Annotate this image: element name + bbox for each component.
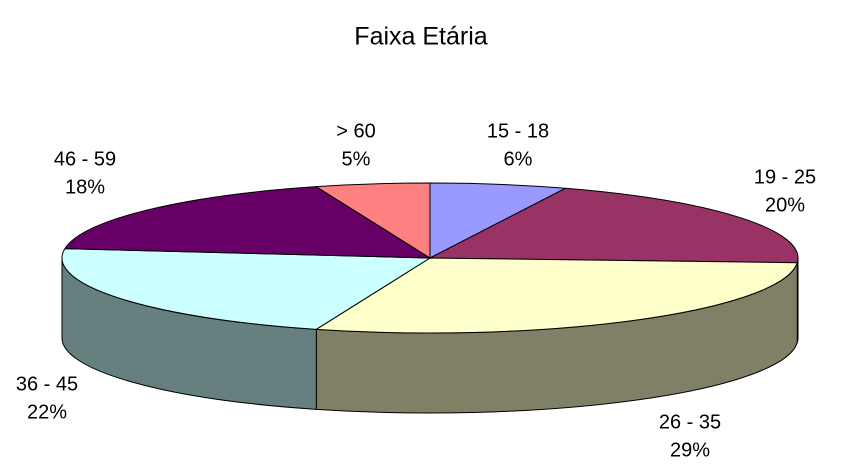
slice-label: 26 - 35 [659, 411, 721, 433]
value-label: 22% [27, 401, 67, 423]
value-label: 5% [342, 148, 371, 170]
pie-slice [429, 187, 799, 264]
pie-slice [429, 182, 566, 259]
value-label: 6% [504, 148, 533, 170]
value-label: 29% [670, 439, 710, 461]
slice-label: 36 - 45 [16, 373, 78, 395]
pie-slice [315, 182, 431, 259]
slice-label: 15 - 18 [487, 120, 549, 142]
slice-label: 46 - 59 [54, 148, 116, 170]
value-label: 18% [65, 176, 105, 198]
slice-label: > 60 [336, 120, 375, 142]
slice-label: 19 - 25 [754, 166, 816, 188]
chart-title: Faixa Etária [354, 23, 487, 51]
pie-slice [61, 248, 431, 330]
pie-slice [315, 257, 798, 334]
pie-slice [64, 186, 431, 259]
value-label: 20% [765, 194, 805, 216]
